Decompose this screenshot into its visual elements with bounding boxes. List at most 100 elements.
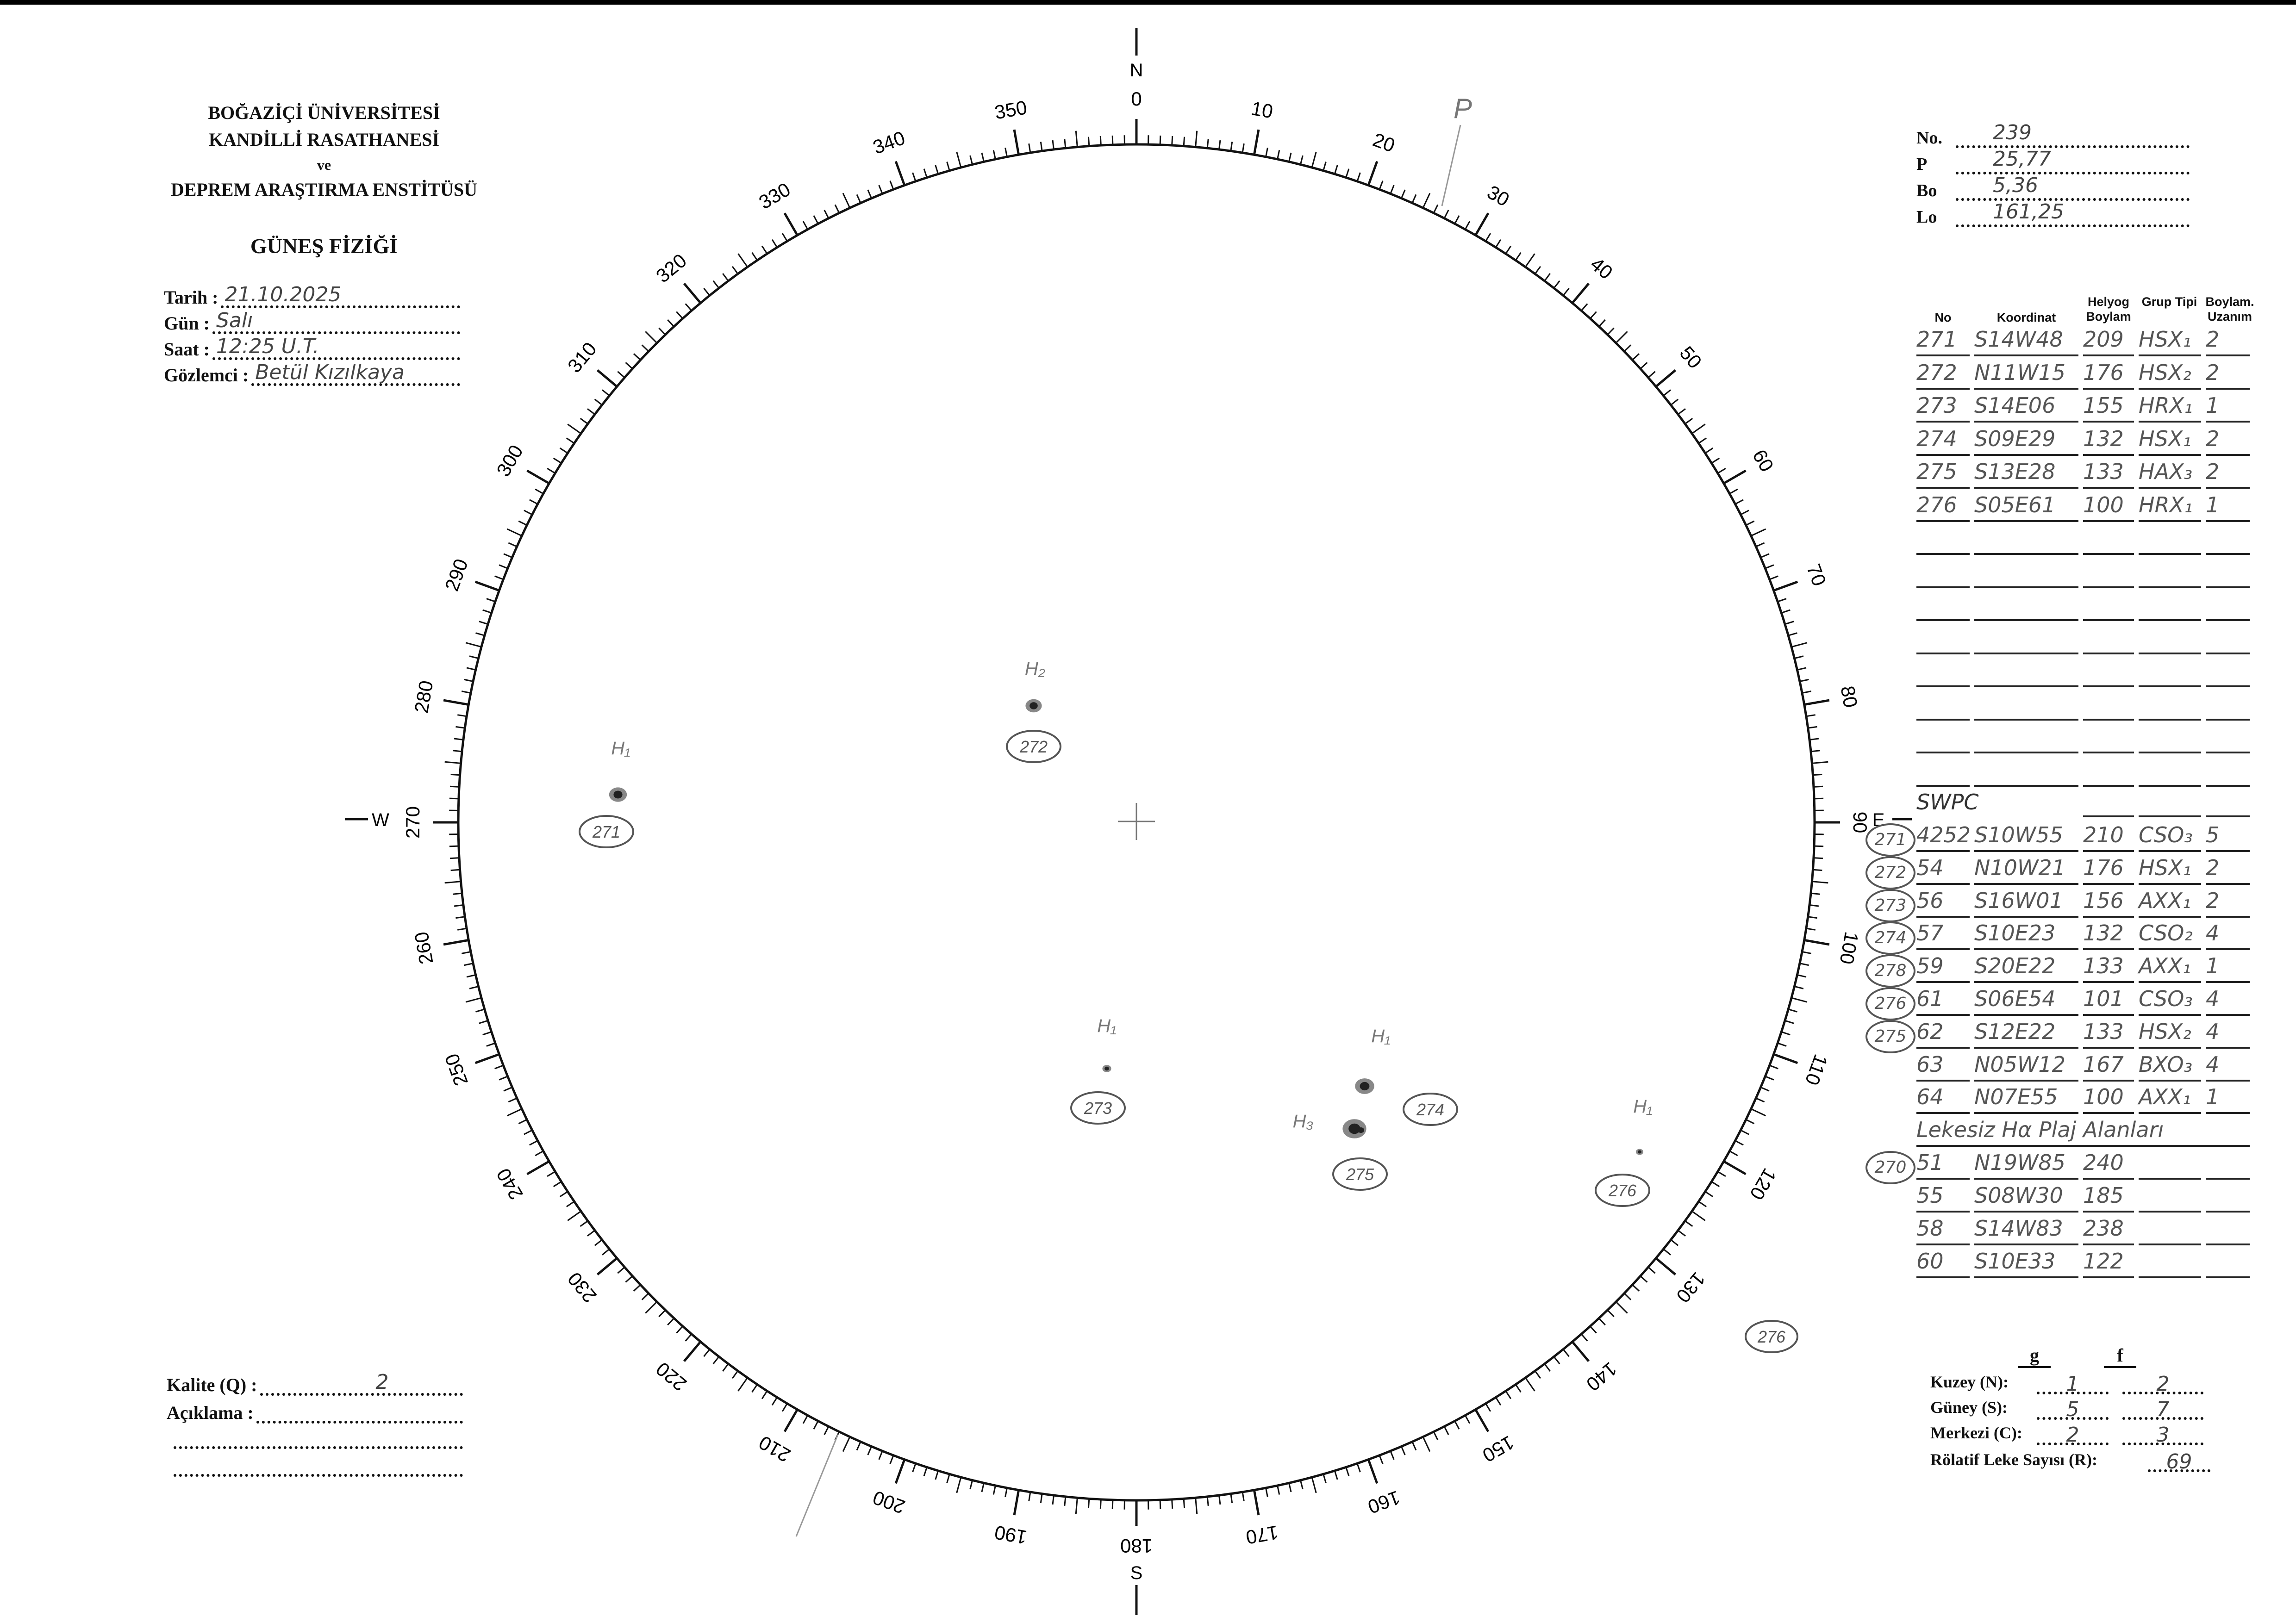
- f-count-field[interactable]: 7: [2122, 1398, 2203, 1421]
- table-cell[interactable]: [2083, 655, 2134, 687]
- table-cell[interactable]: [2083, 688, 2134, 721]
- table-cell[interactable]: [2206, 589, 2250, 621]
- table-cell[interactable]: [2083, 754, 2134, 787]
- observation-field[interactable]: Tarih : 21.10.2025: [164, 282, 460, 308]
- swpc-cell[interactable]: 167: [2083, 1049, 2134, 1082]
- swpc-cell[interactable]: N07E55: [1974, 1082, 2078, 1114]
- swpc-cell[interactable]: S14W83: [1974, 1213, 2078, 1245]
- table-cell[interactable]: [1974, 589, 2078, 621]
- table-cell[interactable]: [2206, 522, 2250, 555]
- swpc-cell[interactable]: S12E22: [1974, 1016, 2078, 1049]
- ephemeris-field[interactable]: No. 239: [1916, 121, 2190, 148]
- swpc-cell[interactable]: [2206, 1180, 2250, 1213]
- table-cell[interactable]: [2083, 556, 2134, 588]
- swpc-cell[interactable]: N10W21: [1974, 852, 2078, 885]
- table-cell[interactable]: [2083, 522, 2134, 555]
- swpc-cell[interactable]: 132: [2083, 918, 2134, 951]
- f-count-field[interactable]: 3: [2122, 1423, 2203, 1447]
- table-cell[interactable]: HSX₁: [2139, 423, 2201, 456]
- swpc-cell[interactable]: CSO₃: [2139, 820, 2201, 852]
- swpc-cell[interactable]: CSO₂: [2139, 918, 2201, 951]
- swpc-cell[interactable]: 58: [1916, 1213, 1970, 1245]
- table-cell[interactable]: 2: [2206, 357, 2250, 390]
- table-cell[interactable]: 271: [1916, 324, 1970, 356]
- swpc-cell[interactable]: [2139, 1180, 2201, 1213]
- swpc-cell[interactable]: 101: [2083, 983, 2134, 1016]
- swpc-cell[interactable]: 1: [2206, 951, 2250, 983]
- table-cell[interactable]: 2: [2206, 456, 2250, 489]
- table-cell[interactable]: [2139, 522, 2201, 555]
- ephemeris-field[interactable]: Bo 5,36: [1916, 174, 2190, 201]
- swpc-cell[interactable]: [2206, 1147, 2250, 1180]
- table-cell[interactable]: [1916, 622, 1970, 654]
- table-cell[interactable]: HRX₁: [2139, 490, 2201, 522]
- swpc-cell[interactable]: 210: [2083, 820, 2134, 852]
- table-cell[interactable]: [2139, 754, 2201, 787]
- swpc-cell[interactable]: N19W85: [1974, 1147, 2078, 1180]
- table-cell[interactable]: [2139, 589, 2201, 621]
- table-cell[interactable]: 1: [2206, 490, 2250, 522]
- swpc-cell[interactable]: 5: [2206, 820, 2250, 852]
- table-cell[interactable]: [1974, 622, 2078, 654]
- table-cell[interactable]: [2139, 721, 2201, 753]
- swpc-cell[interactable]: 4: [2206, 918, 2250, 951]
- swpc-cell[interactable]: 185: [2083, 1180, 2134, 1213]
- table-cell[interactable]: S09E29: [1974, 423, 2078, 456]
- swpc-cell[interactable]: 2: [2206, 885, 2250, 918]
- table-cell[interactable]: [2083, 622, 2134, 654]
- observation-field[interactable]: Gün : Salı: [164, 308, 460, 334]
- swpc-cell[interactable]: 56: [1916, 885, 1970, 918]
- swpc-cell[interactable]: 133: [2083, 951, 2134, 983]
- observation-field[interactable]: Saat : 12:25 U.T.: [164, 334, 460, 360]
- table-cell[interactable]: [1974, 721, 2078, 753]
- table-cell[interactable]: [2206, 721, 2250, 753]
- table-cell[interactable]: HAX₃: [2139, 456, 2201, 489]
- quality-field[interactable]: Kalite (Q) : 2: [167, 1370, 463, 1396]
- swpc-cell[interactable]: [2139, 1147, 2201, 1180]
- swpc-cell[interactable]: S10E33: [1974, 1246, 2078, 1278]
- swpc-cell[interactable]: 63: [1916, 1049, 1970, 1082]
- table-cell[interactable]: HSX₁: [2139, 324, 2201, 356]
- table-cell[interactable]: S05E61: [1974, 490, 2078, 522]
- table-cell[interactable]: [2139, 556, 2201, 588]
- table-cell[interactable]: 176: [2083, 357, 2134, 390]
- table-cell[interactable]: [2139, 688, 2201, 721]
- comment-field[interactable]: Açıklama :: [167, 1398, 463, 1424]
- swpc-cell[interactable]: S06E54: [1974, 983, 2078, 1016]
- table-cell[interactable]: [1974, 556, 2078, 588]
- swpc-cell[interactable]: AXX₁: [2139, 951, 2201, 983]
- table-cell[interactable]: N11W15: [1974, 357, 2078, 390]
- table-cell[interactable]: 2: [2206, 324, 2250, 356]
- g-count-field[interactable]: 2: [2037, 1423, 2109, 1447]
- table-cell[interactable]: [2206, 622, 2250, 654]
- swpc-cell[interactable]: AXX₁: [2139, 1082, 2201, 1114]
- swpc-cell[interactable]: 2: [2206, 852, 2250, 885]
- swpc-cell[interactable]: HSX₁: [2139, 852, 2201, 885]
- table-cell[interactable]: [2206, 688, 2250, 721]
- swpc-cell[interactable]: S16W01: [1974, 885, 2078, 918]
- table-cell[interactable]: 2: [2206, 423, 2250, 456]
- swpc-cell[interactable]: N05W12: [1974, 1049, 2078, 1082]
- table-cell[interactable]: [1916, 754, 1970, 787]
- swpc-cell[interactable]: 100: [2083, 1082, 2134, 1114]
- table-cell[interactable]: HRX₁: [2139, 390, 2201, 423]
- g-count-field[interactable]: 5: [2037, 1398, 2109, 1421]
- swpc-cell[interactable]: 62: [1916, 1016, 1970, 1049]
- table-cell[interactable]: S14W48: [1974, 324, 2078, 356]
- swpc-cell[interactable]: 240: [2083, 1147, 2134, 1180]
- table-cell[interactable]: [1916, 556, 1970, 588]
- table-cell[interactable]: [2083, 589, 2134, 621]
- table-cell[interactable]: 209: [2083, 324, 2134, 356]
- table-cell[interactable]: 100: [2083, 490, 2134, 522]
- swpc-cell[interactable]: 55: [1916, 1180, 1970, 1213]
- table-cell[interactable]: [2206, 655, 2250, 687]
- table-cell[interactable]: [1916, 688, 1970, 721]
- swpc-cell[interactable]: BXO₃: [2139, 1049, 2201, 1082]
- ephemeris-field[interactable]: P 25,77: [1916, 147, 2190, 174]
- table-cell[interactable]: [1974, 655, 2078, 687]
- swpc-cell[interactable]: CSO₃: [2139, 983, 2201, 1016]
- swpc-cell[interactable]: HSX₂: [2139, 1016, 2201, 1049]
- table-cell[interactable]: 275: [1916, 456, 1970, 489]
- table-cell[interactable]: 133: [2083, 456, 2134, 489]
- swpc-cell[interactable]: [2206, 1246, 2250, 1278]
